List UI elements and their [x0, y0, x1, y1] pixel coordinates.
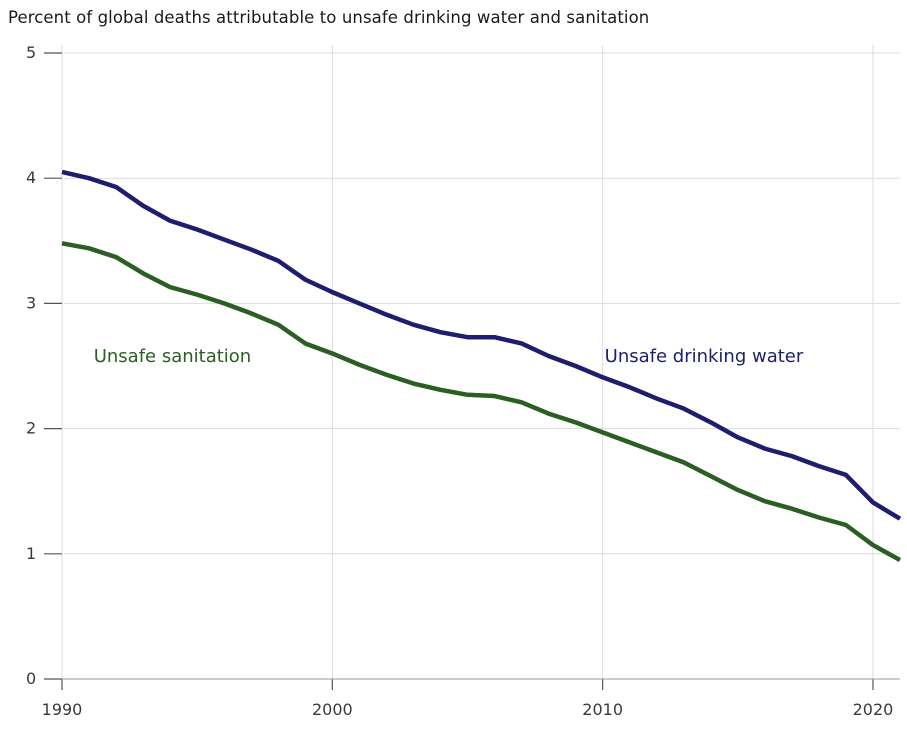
series-line-unsafe-sanitation	[61, 241, 902, 563]
x-tick-label: 2000	[312, 700, 353, 719]
series-label: Unsafe sanitation	[94, 346, 252, 367]
y-tick-label: 1	[26, 544, 36, 563]
y-tick-label: 2	[26, 419, 36, 438]
x-tick-label: 2020	[853, 700, 894, 719]
grid	[61, 45, 900, 679]
x-tick-label: 1990	[42, 700, 83, 719]
series-labels: Unsafe drinking water Unsafe sanitation	[94, 346, 804, 367]
y-tick-label: 5	[26, 43, 36, 62]
series-label: Unsafe drinking water	[605, 346, 804, 367]
y-tick-label: 4	[26, 168, 36, 187]
y-tick-label: 0	[26, 669, 36, 688]
y-tick-label: 3	[26, 293, 36, 312]
series-lines	[61, 169, 902, 563]
axes: 0 1 2 3 4 5 1990 2000 2010 2020	[26, 43, 900, 719]
x-tick-label: 2010	[582, 700, 623, 719]
series-line-unsafe-drinking-water	[61, 169, 902, 521]
chart-title: Percent of global deaths attributable to…	[8, 8, 650, 27]
